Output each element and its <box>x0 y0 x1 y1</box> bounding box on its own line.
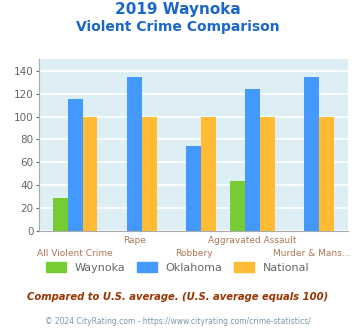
Bar <box>53 198 68 231</box>
Text: Rape: Rape <box>123 236 146 245</box>
Bar <box>83 116 97 231</box>
Text: All Violent Crime: All Violent Crime <box>37 249 113 258</box>
Text: Compared to U.S. average. (U.S. average equals 100): Compared to U.S. average. (U.S. average … <box>27 292 328 302</box>
Bar <box>68 99 83 231</box>
Text: Violent Crime Comparison: Violent Crime Comparison <box>76 20 279 34</box>
Bar <box>186 146 201 231</box>
Bar <box>201 116 215 231</box>
Text: Robbery: Robbery <box>175 249 212 258</box>
Bar <box>260 116 275 231</box>
Bar <box>142 116 157 231</box>
Bar <box>319 116 334 231</box>
Bar <box>245 89 260 231</box>
Text: 2019 Waynoka: 2019 Waynoka <box>115 2 240 16</box>
Legend: Waynoka, Oklahoma, National: Waynoka, Oklahoma, National <box>42 258 313 278</box>
Text: Aggravated Assault: Aggravated Assault <box>208 236 297 245</box>
Text: © 2024 CityRating.com - https://www.cityrating.com/crime-statistics/: © 2024 CityRating.com - https://www.city… <box>45 317 310 326</box>
Text: Murder & Mans...: Murder & Mans... <box>273 249 350 258</box>
Bar <box>230 181 245 231</box>
Bar <box>304 77 319 231</box>
Bar <box>127 77 142 231</box>
